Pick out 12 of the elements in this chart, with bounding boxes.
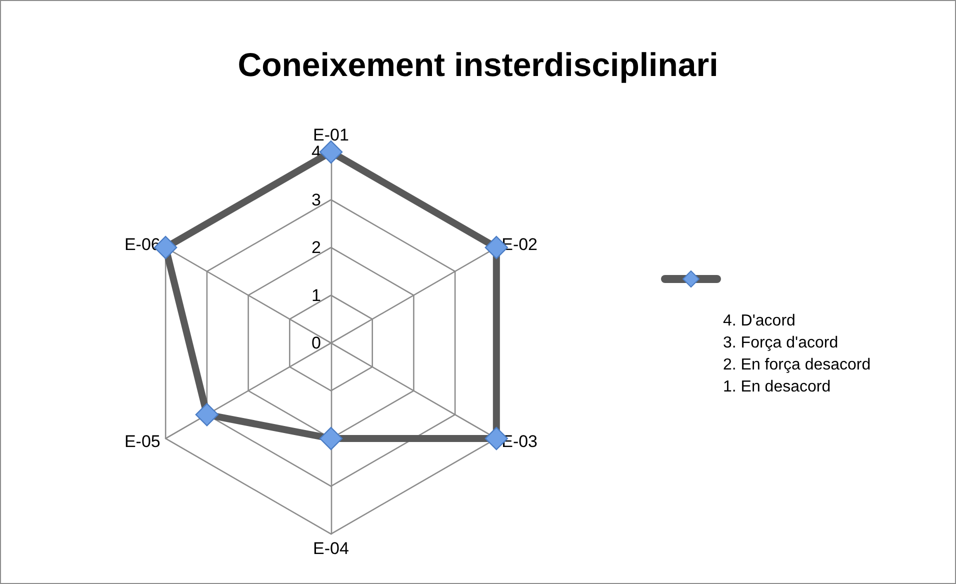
chart-title: Coneixement insterdisciplinari (238, 46, 718, 83)
spoke-label: E-04 (313, 539, 349, 558)
text: 4. D'acord (723, 312, 796, 330)
y-tick-label: 1 (312, 286, 321, 305)
text: 3. Força d'acord (723, 334, 838, 352)
y-tick-label: 2 (312, 238, 321, 257)
y-tick-label: 0 (312, 334, 321, 352)
text: 1. En desacord (723, 378, 831, 396)
spoke-label: E-01 (313, 126, 349, 145)
y-tick-label: 3 (312, 190, 321, 210)
text: 2. En força desacord (723, 356, 871, 374)
spoke-label: E-05 (124, 432, 160, 451)
